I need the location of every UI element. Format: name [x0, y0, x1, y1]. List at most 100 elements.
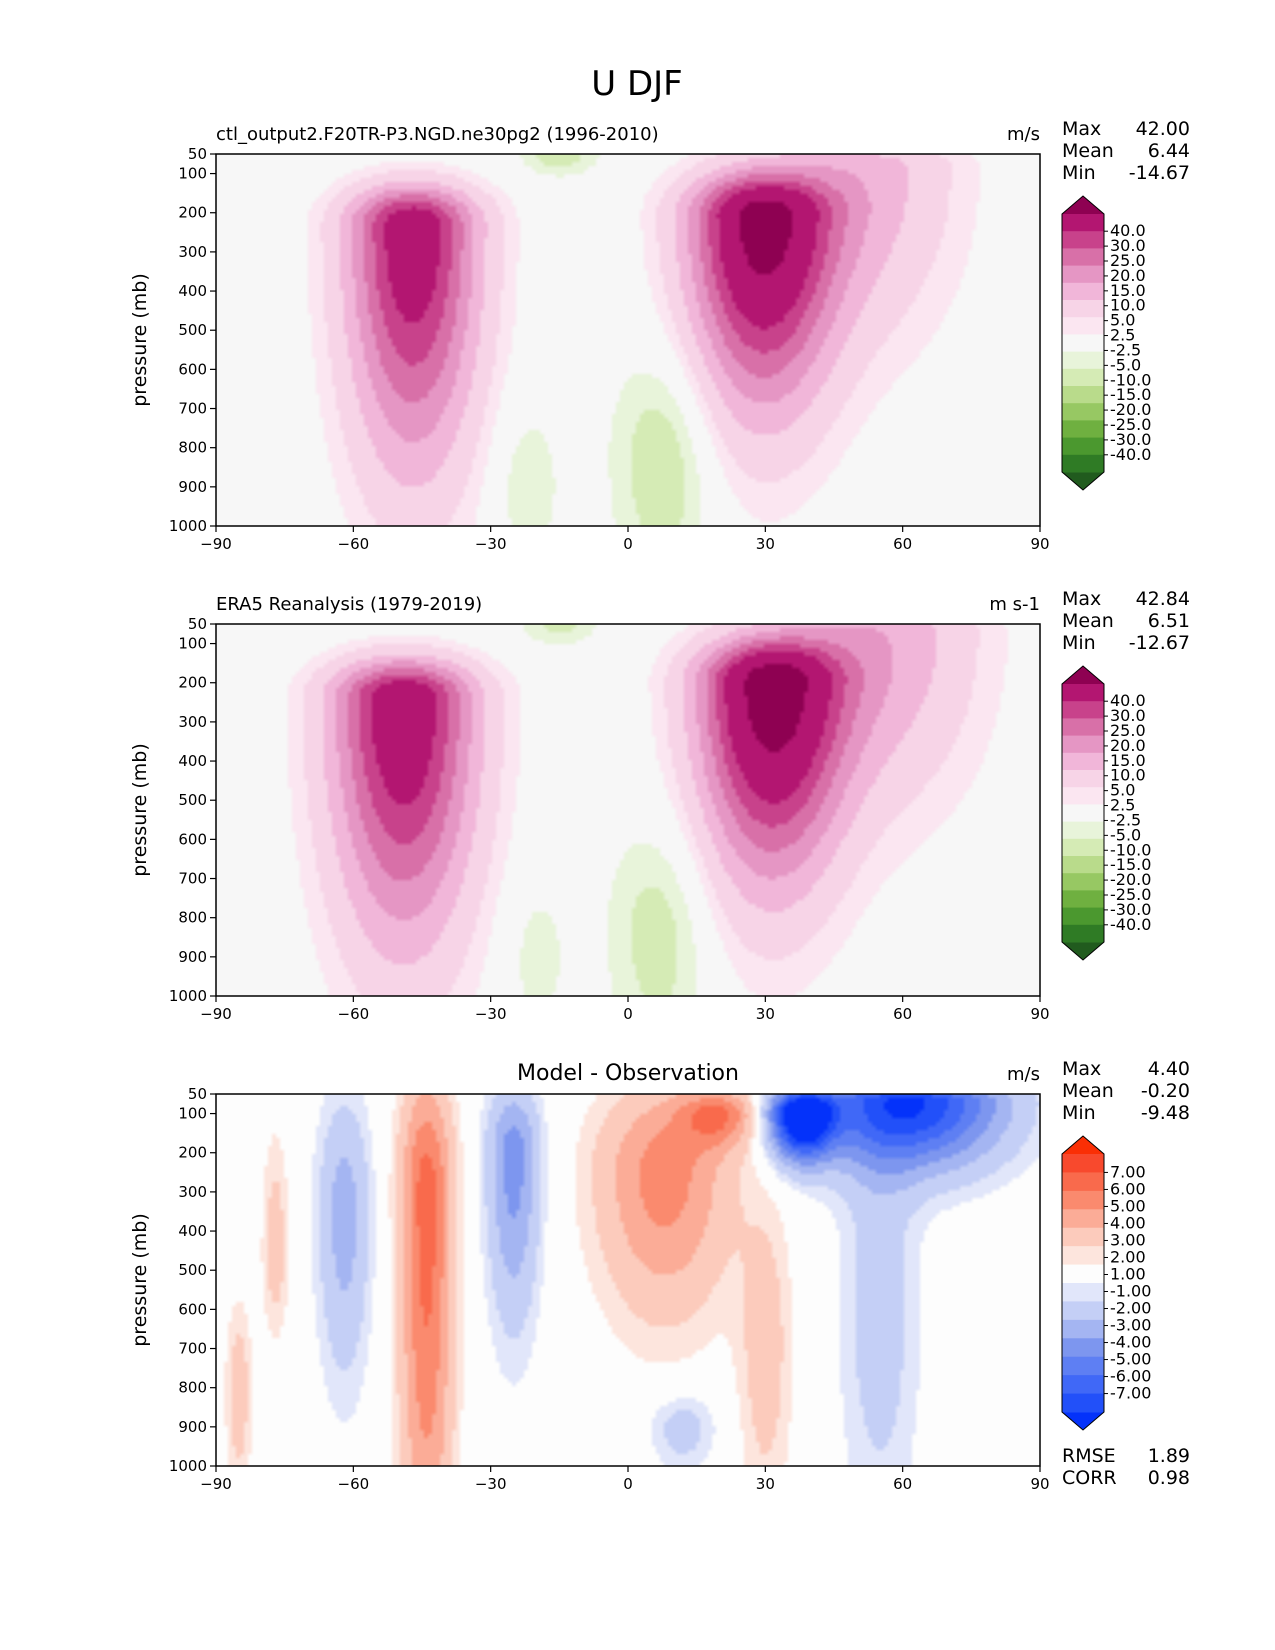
colorbar-swatch: [1062, 1190, 1104, 1210]
colorbar-swatch: [1062, 351, 1104, 370]
y-tick-label: 500: [178, 321, 207, 339]
colorbar-label: -5.00: [1110, 1350, 1151, 1369]
x-tick-label: 0: [623, 1475, 633, 1493]
colorbar-swatch: [1062, 317, 1104, 335]
colorbar-swatch: [1062, 1356, 1104, 1376]
y-tick-label: 600: [178, 360, 207, 378]
stat-label: Min: [1062, 632, 1096, 654]
stat-value: -9.48: [1141, 1102, 1190, 1124]
y-tick-label: 300: [178, 1183, 207, 1201]
panel-units: m/s: [1007, 1064, 1040, 1085]
colorbar-swatch: [1062, 1154, 1104, 1173]
panel-title: ctl_output2.F20TR-P3.NGD.ne30pg2 (1996-2…: [216, 124, 659, 145]
y-tick-label: 900: [178, 948, 207, 966]
colorbar-label: -5.0: [1110, 825, 1141, 844]
colorbar-label: 2.5: [1110, 326, 1135, 345]
colorbar-extend-min: [1062, 472, 1104, 490]
colorbar-swatch: [1062, 368, 1104, 387]
x-tick-label: 60: [893, 535, 912, 553]
contour-field: [216, 1094, 1040, 1466]
colorbar-swatch: [1062, 1283, 1104, 1302]
colorbar-label: 5.0: [1110, 311, 1135, 330]
colorbar-label: 20.0: [1110, 736, 1146, 755]
colorbar-label: 40.0: [1110, 691, 1146, 710]
figure-title: U DJF: [591, 64, 682, 104]
y-tick-label: 100: [178, 1105, 207, 1123]
colorbar-label: -2.5: [1110, 340, 1141, 359]
y-tick-label: 800: [178, 1379, 207, 1397]
colorbar-swatch: [1062, 1172, 1104, 1192]
x-tick-label: −90: [200, 1005, 232, 1023]
y-tick-label: 800: [178, 909, 207, 927]
panel-units: m/s: [1007, 124, 1040, 145]
y-tick-label: 200: [178, 674, 207, 692]
y-tick-label: 200: [178, 1144, 207, 1162]
x-tick-label: −30: [475, 535, 507, 553]
colorbar-label: 15.0: [1110, 281, 1146, 300]
y-tick-label: 600: [178, 1300, 207, 1318]
colorbar-swatch: [1062, 248, 1104, 267]
colorbar-outline: [1061, 665, 1105, 961]
colorbar-swatch: [1062, 1375, 1104, 1395]
x-tick-label: 30: [756, 535, 775, 553]
x-tick-label: −60: [338, 1005, 370, 1023]
colorbar-swatch: [1062, 770, 1104, 788]
y-axis-label: pressure (mb): [129, 743, 151, 877]
y-tick-label: 600: [178, 830, 207, 848]
colorbar-label: -40.0: [1110, 915, 1151, 934]
colorbar-swatch: [1062, 1301, 1104, 1321]
stats-box: Max 42.00 Mean 6.44 Min -14.67: [1062, 118, 1190, 184]
stat-label: Max: [1062, 1058, 1101, 1080]
colorbar-label: -40.0: [1110, 445, 1151, 464]
panel-model: ctl_output2.F20TR-P3.NGD.ne30pg2 (1996-2…: [129, 118, 1190, 553]
stat-value: -0.20: [1141, 1080, 1190, 1102]
y-tick-label: 50: [188, 145, 207, 163]
x-tick-label: −60: [338, 535, 370, 553]
y-tick-label: 800: [178, 439, 207, 457]
colorbar-label: 25.0: [1110, 251, 1146, 270]
y-tick-label: 700: [178, 870, 207, 888]
stat-value: -12.67: [1129, 632, 1190, 654]
stat-value: 42.00: [1136, 118, 1190, 140]
colorbar-swatch: [1062, 403, 1104, 421]
plot-area: −90 −60 −30 0 30 60 90 50 100 200 300 400 500 600 700 8…: [169, 145, 1050, 553]
x-tick-label: 30: [756, 1475, 775, 1493]
colorbar-label: -6.00: [1110, 1367, 1151, 1386]
colorbar-extend-min: [1062, 1412, 1104, 1430]
colorbar-extend-max: [1062, 666, 1104, 684]
colorbar-label: 10.0: [1110, 296, 1146, 315]
colorbar-label: -30.0: [1110, 430, 1151, 449]
y-tick-label: 100: [178, 165, 207, 183]
stat-label: CORR: [1062, 1467, 1117, 1489]
stat-value: 1.89: [1148, 1445, 1190, 1467]
colorbar-swatch: [1062, 282, 1104, 301]
x-tick-label: 60: [893, 1475, 912, 1493]
y-tick-label: 500: [178, 791, 207, 809]
colorbar-label: -3.00: [1110, 1316, 1151, 1335]
colorbar-swatch: [1062, 684, 1104, 702]
stat-label: RMSE: [1062, 1445, 1116, 1467]
y-tick-label: 300: [178, 713, 207, 731]
colorbar-label: -20.0: [1110, 870, 1151, 889]
colorbar-swatch: [1062, 214, 1104, 232]
x-tick-label: 90: [1030, 1475, 1049, 1493]
x-tick-label: −30: [475, 1475, 507, 1493]
x-tick-label: 30: [756, 1005, 775, 1023]
colorbar-label: 25.0: [1110, 721, 1146, 740]
stat-label: Min: [1062, 1102, 1096, 1124]
colorbar-swatch: [1062, 1264, 1104, 1284]
colorbar-swatch: [1062, 1246, 1104, 1266]
stat-label: Min: [1062, 162, 1096, 184]
colorbar-swatch: [1062, 334, 1104, 353]
y-tick-label: 300: [178, 243, 207, 261]
y-tick-label: 500: [178, 1261, 207, 1279]
colorbar-label: 2.5: [1110, 796, 1135, 815]
colorbar-label: -30.0: [1110, 900, 1151, 919]
x-tick-label: 90: [1030, 1005, 1049, 1023]
y-tick-label: 1000: [169, 517, 207, 535]
colorbar-label: 2.00: [1110, 1247, 1146, 1266]
colorbar-label: -15.0: [1110, 855, 1151, 874]
x-tick-label: −90: [200, 535, 232, 553]
stat-label: Max: [1062, 118, 1101, 140]
y-tick-label: 50: [188, 1085, 207, 1103]
